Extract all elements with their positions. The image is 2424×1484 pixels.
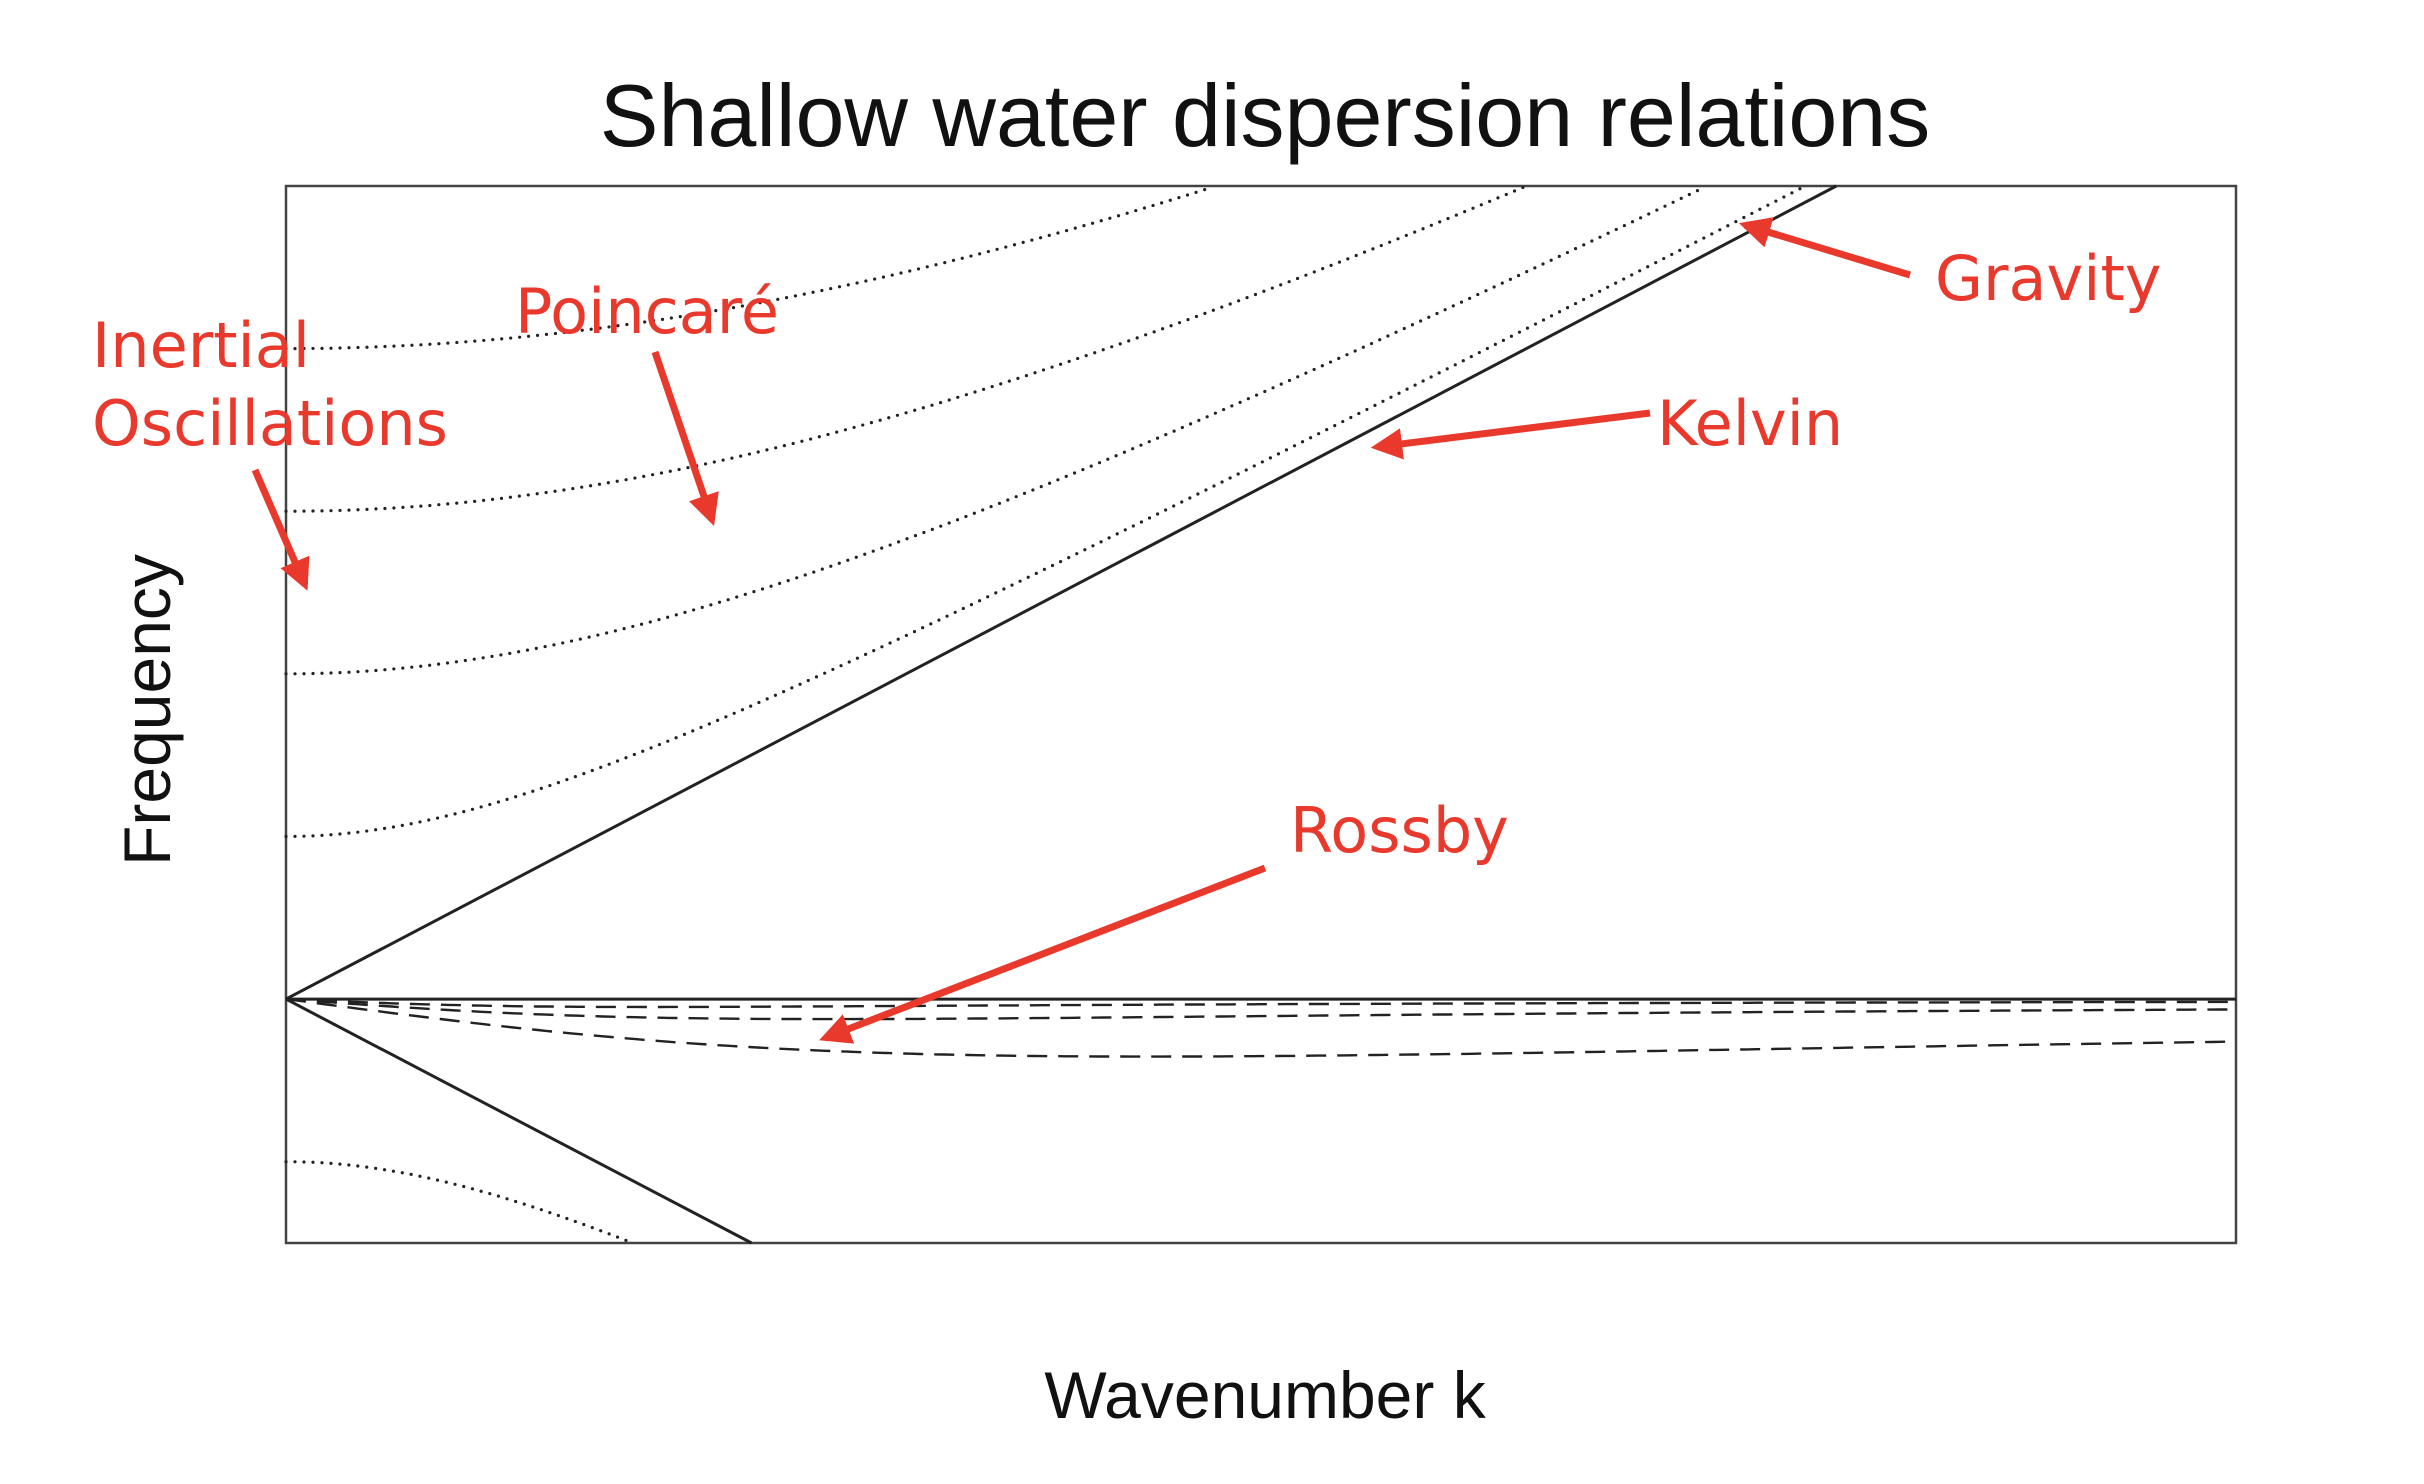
rossby-1-line (285, 997, 2237, 1058)
x-axis-label: Wavenumber k (1044, 1358, 1486, 1432)
arrow-inertial (251, 468, 310, 591)
poincare-negative-7-line (284, 1160, 629, 1243)
rossby-2-line (285, 997, 2237, 1021)
chart-title: Shallow water dispersion relations (600, 66, 1930, 165)
poincare-3-line (284, 185, 1527, 513)
annotation-gravity: Gravity (1935, 242, 2161, 315)
poincare-2-line (284, 188, 1701, 676)
y-axis-label: Frequency (110, 554, 184, 866)
series-layer (284, 184, 2237, 1245)
poincare-0-line (284, 187, 1209, 351)
poincare-1-line (284, 186, 1803, 839)
annotation-inertial-line2: Oscillations (92, 387, 448, 460)
arrow-kelvin (1370, 409, 1651, 460)
gravity-1-line (285, 997, 753, 1245)
annotation-poincare: Poincaré (515, 275, 779, 348)
arrow-rossby (819, 864, 1267, 1044)
rossby-3-line (285, 997, 2236, 1009)
arrow-poincare (651, 350, 719, 526)
kelvin-0-line (285, 184, 1837, 1001)
arrow-gravity (1738, 217, 1912, 279)
annotation-inertial-line1: Inertial (92, 309, 310, 382)
plot-frame (284, 184, 2238, 1245)
annotation-kelvin: Kelvin (1657, 387, 1843, 460)
annotation-rossby: Rossby (1290, 794, 1509, 867)
annotations: Inertial Oscillations Poincaré Gravity K… (92, 217, 2161, 1044)
